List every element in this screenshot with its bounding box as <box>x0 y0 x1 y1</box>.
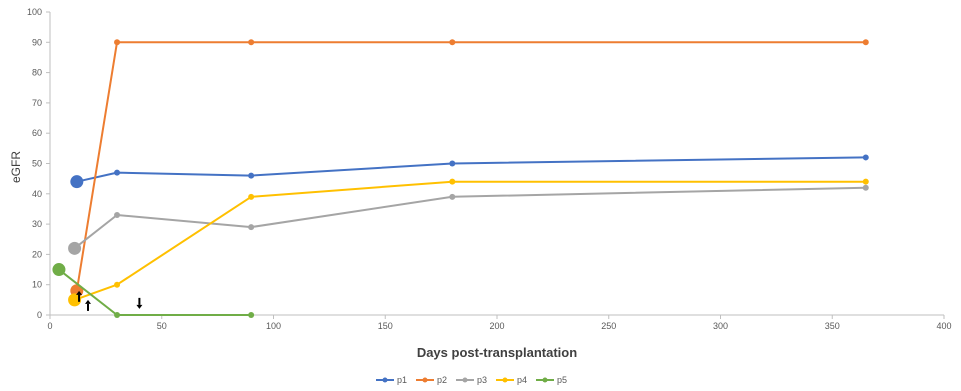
arrow-up-head <box>84 299 91 304</box>
arrow-down-head <box>136 304 143 309</box>
legend-item-p3: p3 <box>456 375 487 385</box>
data-point-p4 <box>68 293 82 307</box>
y-tick-label: 90 <box>32 37 42 47</box>
legend-swatch-marker <box>462 377 468 383</box>
data-point-p3 <box>114 212 121 219</box>
series-p2 <box>70 39 869 298</box>
y-tick-label: 50 <box>32 159 42 169</box>
data-point-p4 <box>449 178 456 185</box>
data-point-p4 <box>114 281 121 288</box>
data-point-p1 <box>114 169 121 176</box>
data-point-p1 <box>248 172 255 179</box>
arrow-up-head <box>76 290 83 295</box>
legend: p1 p2 p3 p4 p5 <box>376 375 567 385</box>
data-point-p1 <box>70 175 84 189</box>
series-p3 <box>68 184 869 255</box>
series-line-p4 <box>74 180 866 301</box>
series-layer <box>52 39 869 318</box>
data-point-p5 <box>114 312 121 318</box>
x-tick-label: 200 <box>489 321 504 331</box>
x-tick-label: 0 <box>47 321 52 331</box>
data-point-p5 <box>52 263 66 277</box>
y-tick-label: 10 <box>32 280 42 290</box>
data-point-p5 <box>248 312 255 318</box>
series-line-p1 <box>76 156 866 183</box>
data-point-p4 <box>862 178 869 185</box>
data-point-p3 <box>862 184 869 191</box>
y-tick-label: 0 <box>37 310 42 320</box>
data-point-p3 <box>68 241 82 255</box>
data-point-p2 <box>248 39 255 46</box>
data-point-p4 <box>248 193 255 200</box>
series-line-p2 <box>75 41 866 291</box>
series-p5 <box>52 263 255 318</box>
data-point-p2 <box>862 39 869 46</box>
y-tick-label: 40 <box>32 189 42 199</box>
series-p4 <box>68 178 869 307</box>
x-axis-title: Days post-transplantation <box>417 345 577 360</box>
legend-label: p2 <box>437 375 447 385</box>
x-tick-label: 400 <box>936 321 951 331</box>
y-tick-label: 70 <box>32 98 42 108</box>
y-tick-label: 80 <box>32 68 42 78</box>
legend-label: p1 <box>397 375 407 385</box>
x-tick-label: 350 <box>825 321 840 331</box>
data-point-p1 <box>449 160 456 167</box>
x-tick-label: 50 <box>157 321 167 331</box>
data-point-p1 <box>862 154 869 161</box>
x-tick-label: 250 <box>601 321 616 331</box>
legend-item-p2: p2 <box>416 375 447 385</box>
legend-swatch-marker <box>422 377 428 383</box>
data-point-p3 <box>248 224 255 231</box>
legend-item-p4: p4 <box>496 375 527 385</box>
x-tick-label: 300 <box>713 321 728 331</box>
x-tick-label: 150 <box>378 321 393 331</box>
axes: 0 50 100 150 200 250 300 350 400 0 10 20 30 40 50 60 70 8… <box>27 7 952 331</box>
annotation-layer <box>76 290 143 311</box>
legend-item-p1: p1 <box>376 375 407 385</box>
series-line-p3 <box>73 186 866 250</box>
legend-swatch-marker <box>502 377 508 383</box>
legend-item-p5: p5 <box>536 375 567 385</box>
legend-swatch-marker <box>382 377 388 383</box>
legend-label: p5 <box>557 375 567 385</box>
data-point-p2 <box>449 39 456 46</box>
series-p1 <box>70 154 869 189</box>
y-tick-label: 30 <box>32 219 42 229</box>
y-tick-label: 60 <box>32 128 42 138</box>
y-tick-label: 100 <box>27 7 42 17</box>
legend-swatch-marker <box>542 377 548 383</box>
legend-label: p3 <box>477 375 487 385</box>
data-point-p3 <box>449 193 456 200</box>
data-point-p2 <box>114 39 121 46</box>
x-tick-label: 100 <box>266 321 281 331</box>
legend-label: p4 <box>517 375 527 385</box>
y-tick-label: 20 <box>32 249 42 259</box>
y-axis-title: eGFR <box>9 151 23 183</box>
